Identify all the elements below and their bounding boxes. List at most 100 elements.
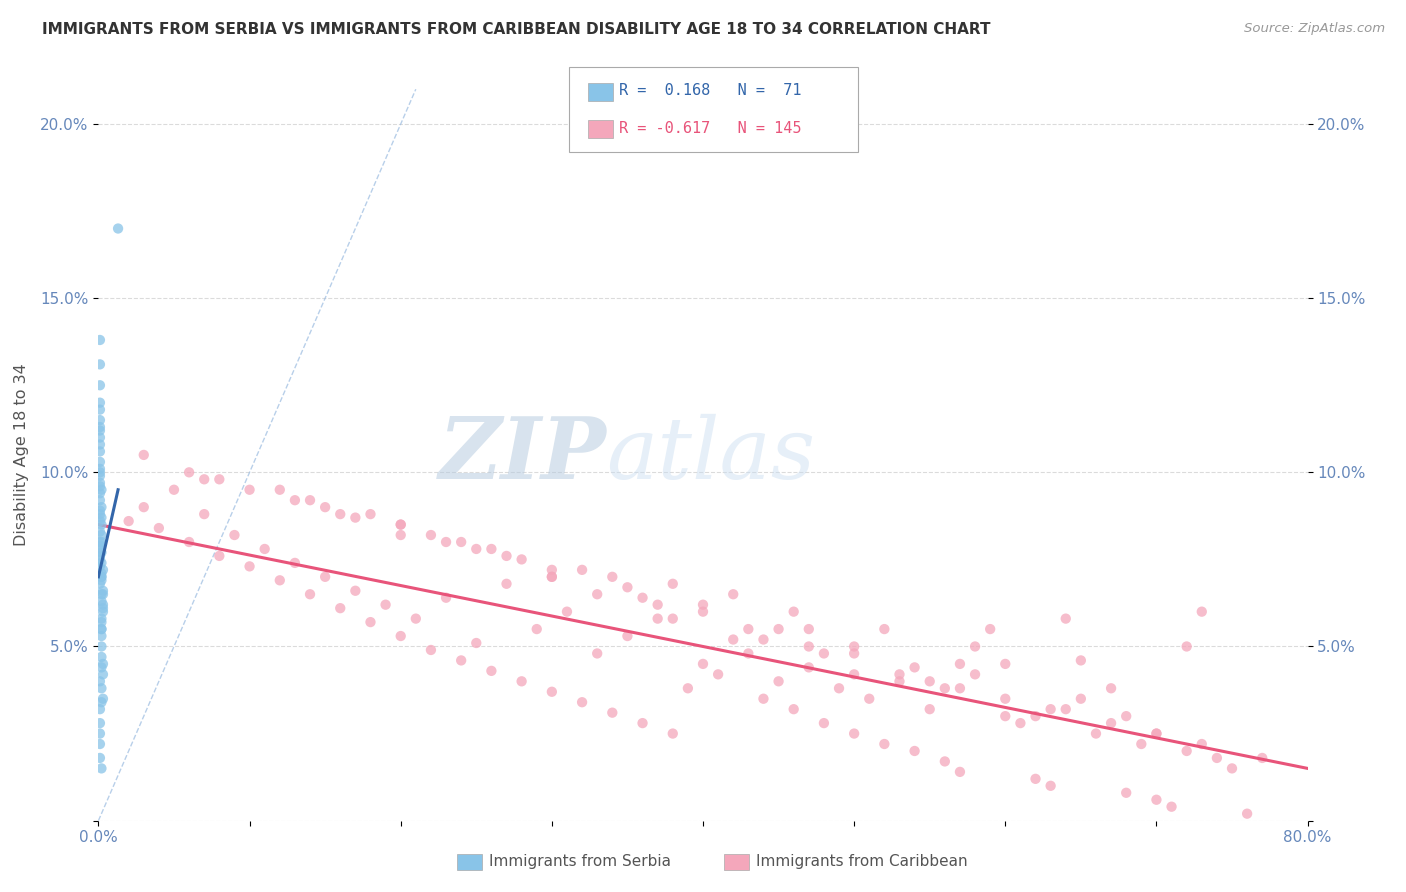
Point: [90, 500, 112, 515]
Point: [89, 378, 111, 392]
Point: [1054, 612, 1077, 626]
Point: [253, 541, 276, 556]
Point: [647, 598, 669, 612]
Point: [813, 647, 835, 661]
Point: [89, 716, 111, 731]
Point: [269, 483, 291, 497]
Point: [1191, 605, 1213, 619]
Point: [89, 549, 111, 563]
Point: [873, 737, 896, 751]
Point: [90, 660, 112, 674]
Point: [90, 681, 112, 696]
Point: [329, 507, 352, 521]
Point: [692, 605, 714, 619]
Point: [344, 510, 367, 524]
Point: [1251, 751, 1274, 765]
Point: [1144, 726, 1167, 740]
Point: [299, 587, 322, 601]
Point: [661, 612, 683, 626]
Point: [90, 570, 112, 584]
Point: [934, 681, 956, 696]
Point: [90, 556, 112, 570]
Point: [90, 649, 112, 664]
Point: [89, 395, 111, 409]
Point: [889, 674, 911, 689]
Point: [90, 570, 112, 584]
Point: [90, 761, 112, 775]
Point: [692, 598, 714, 612]
Point: [676, 681, 699, 696]
Point: [420, 528, 443, 542]
Point: [132, 448, 155, 462]
Point: [89, 737, 111, 751]
Point: [1236, 806, 1258, 821]
Point: [89, 479, 111, 493]
Point: [91, 563, 114, 577]
Point: [91, 583, 114, 598]
Point: [526, 622, 548, 636]
Text: IMMIGRANTS FROM SERBIA VS IMMIGRANTS FROM CARIBBEAN DISABILITY AGE 18 TO 34 CORR: IMMIGRANTS FROM SERBIA VS IMMIGRANTS FRO…: [42, 22, 991, 37]
Point: [89, 462, 111, 476]
Point: [314, 570, 336, 584]
Point: [405, 612, 427, 626]
Point: [89, 503, 111, 517]
Point: [90, 695, 112, 709]
Point: [314, 500, 336, 515]
Point: [602, 570, 624, 584]
Point: [540, 570, 562, 584]
Point: [979, 622, 1001, 636]
Point: [465, 636, 488, 650]
Y-axis label: Disability Age 18 to 34: Disability Age 18 to 34: [14, 364, 30, 546]
Text: atlas: atlas: [606, 414, 815, 496]
Point: [90, 510, 112, 524]
Point: [965, 640, 987, 654]
Point: [89, 559, 111, 574]
Point: [208, 472, 231, 486]
Point: [118, 514, 141, 528]
Point: [904, 744, 927, 758]
Point: [208, 549, 231, 563]
Point: [299, 493, 322, 508]
Point: [994, 691, 1017, 706]
Point: [148, 521, 170, 535]
Point: [661, 576, 683, 591]
Point: [89, 486, 111, 500]
Point: [193, 507, 215, 521]
Point: [193, 472, 215, 486]
Point: [768, 674, 790, 689]
Point: [89, 402, 111, 417]
Point: [89, 333, 111, 347]
Point: [1206, 751, 1229, 765]
Point: [89, 507, 111, 521]
Point: [1144, 793, 1167, 807]
Point: [107, 221, 129, 235]
Point: [481, 541, 503, 556]
Point: [465, 541, 488, 556]
Point: [434, 535, 457, 549]
Point: [918, 674, 941, 689]
Point: [602, 706, 624, 720]
Point: [389, 517, 412, 532]
Point: [90, 615, 112, 629]
Point: [1099, 681, 1122, 696]
Point: [752, 691, 775, 706]
Point: [434, 591, 457, 605]
Point: [269, 574, 291, 588]
Point: [1191, 737, 1213, 751]
Point: [179, 466, 201, 480]
Point: [89, 413, 111, 427]
Point: [284, 556, 307, 570]
Point: [90, 622, 112, 636]
Point: [661, 726, 683, 740]
Point: [994, 709, 1017, 723]
Point: [91, 667, 114, 681]
Point: [797, 640, 820, 654]
Point: [1085, 726, 1108, 740]
Point: [90, 517, 112, 532]
Point: [389, 528, 412, 542]
Point: [1070, 691, 1092, 706]
Point: [692, 657, 714, 671]
Point: [389, 629, 412, 643]
Point: [1039, 779, 1062, 793]
Point: [91, 598, 114, 612]
